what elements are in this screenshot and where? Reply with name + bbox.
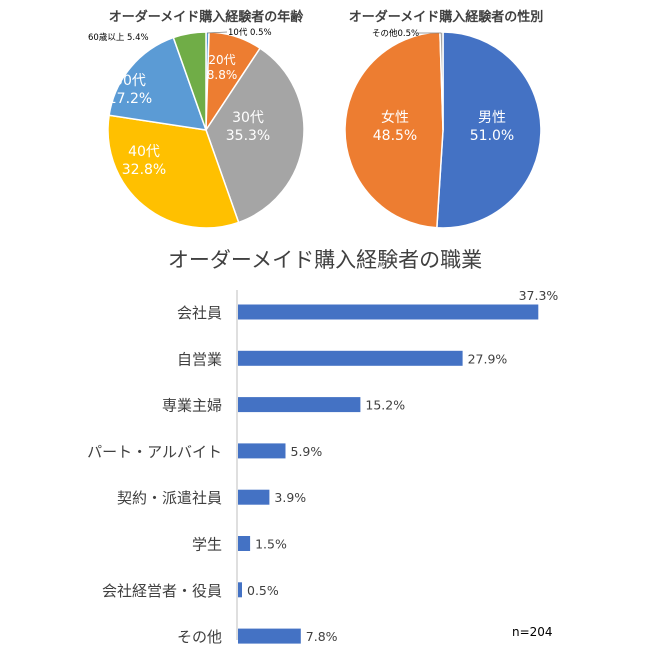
sample-size-note: n=204 (512, 625, 553, 639)
occupation-category-label-7: その他 (177, 628, 222, 646)
occupation-category-label-5: 学生 (192, 536, 222, 554)
occupation-bar-3 (238, 443, 286, 459)
age-pie-leader-line-0 (206, 31, 228, 34)
gender-pie-slice-2 (439, 31, 444, 131)
occupation-category-label-2: 専業主婦 (162, 397, 222, 415)
gender-pie-slice-1 (344, 31, 444, 229)
age-pie-chart: オーダーメイド購入経験者の年齢 10代 0.5% 20代 8.8% 30代 35.3% 4… (88, 9, 305, 229)
occupation-category-label-3: パート・アルバイト (87, 443, 222, 461)
occupation-bar-7 (238, 628, 301, 644)
gender-pie-chart: オーダーメイド購入経験者の性別 男性 51.0% 女性 48.5% その他0.5% (344, 9, 543, 229)
age-pie-label-3: 40代 32.8% (122, 144, 166, 178)
age-pie-label-1: 20代 8.8% (207, 53, 238, 82)
age-pie-label-4: 50代 17.2% (108, 73, 152, 107)
gender-pie-slice-0 (436, 31, 542, 229)
age-pie-slice-2 (205, 47, 305, 224)
occupation-value-label-4: 3.9% (274, 490, 306, 505)
occupation-value-label-3: 5.9% (291, 444, 323, 459)
occupation-bar-chart: オーダーメイド購入経験者の職業 n=204 会社員 37.3% 自営業 27.9% 専業… (87, 248, 558, 646)
gender-pie-label-0: 男性 51.0% (470, 110, 514, 144)
occupation-value-label-1: 27.9% (468, 351, 508, 366)
occupation-bar-2 (238, 397, 361, 413)
occupation-bar-0 (238, 304, 539, 320)
occupation-bar-1 (238, 350, 463, 366)
age-pie-title: オーダーメイド購入経験者の年齢 (109, 9, 304, 25)
age-pie-label-5: 60歳以上 5.4% (88, 32, 149, 43)
gender-pie-title: オーダーメイド購入経験者の性別 (349, 9, 543, 25)
age-pie-slice-5 (172, 31, 207, 131)
occupation-category-label-0: 会社員 (177, 304, 222, 322)
occupation-value-label-2: 15.2% (365, 398, 405, 413)
occupation-value-label-5: 1.5% (255, 537, 287, 552)
occupation-bar-6 (238, 582, 242, 598)
occupation-bar-5 (238, 536, 251, 551)
occupation-category-label-6: 会社経営者・役員 (102, 582, 222, 600)
age-pie-slice-4 (108, 36, 208, 131)
occupation-category-label-4: 契約・派遣社員 (117, 489, 222, 507)
occupation-value-label-7: 7.8% (306, 629, 338, 644)
age-pie-slice-3 (107, 114, 240, 229)
occupation-category-label-1: 自営業 (177, 350, 222, 368)
occupation-value-label-6: 0.5% (247, 583, 279, 598)
occupation-bar-4 (238, 489, 270, 505)
occupation-bar-title: オーダーメイド購入経験者の職業 (168, 248, 482, 272)
age-pie-label-0: 10代 0.5% (228, 27, 272, 38)
age-pie-label-2: 30代 35.3% (226, 110, 270, 144)
gender-pie-label-1: 女性 48.5% (373, 109, 417, 144)
occupation-value-label-0: 37.3% (519, 288, 559, 303)
gender-pie-label-2: その他0.5% (372, 28, 419, 39)
